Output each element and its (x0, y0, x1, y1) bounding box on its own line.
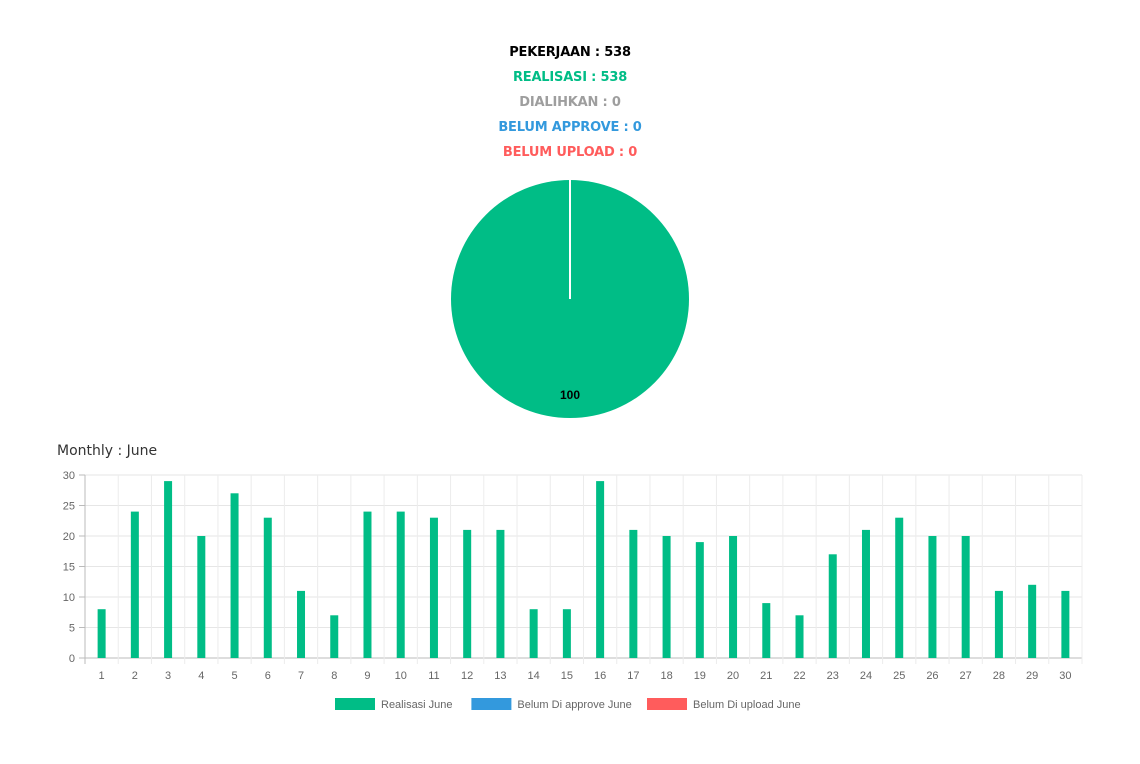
bar-realisasi[interactable] (1028, 584, 1037, 658)
y-tick-label: 15 (63, 562, 75, 574)
belum-upload-count: BELUM UPLOAD : 0 (502, 145, 638, 160)
grid-lines (79, 474, 1083, 664)
bar-realisasi[interactable] (1061, 590, 1070, 658)
x-tick-label: 15 (561, 670, 573, 682)
legend-item[interactable]: Belum Di upload June (647, 698, 801, 711)
x-tick-label: 25 (893, 670, 905, 682)
legend-item[interactable]: Belum Di approve June (471, 698, 632, 711)
bar-realisasi[interactable] (895, 517, 904, 658)
x-tick-label: 2 (132, 670, 138, 682)
legend-swatch (647, 698, 687, 710)
bar-realisasi[interactable] (596, 481, 605, 658)
bar-realisasi[interactable] (629, 529, 638, 658)
x-tick-label: 8 (331, 670, 337, 682)
bar-realisasi[interactable] (729, 536, 738, 658)
bar-realisasi[interactable] (130, 511, 139, 658)
y-tick-label: 30 (63, 470, 75, 482)
x-tick-label: 28 (993, 670, 1005, 682)
x-tick-label: 10 (395, 670, 407, 682)
bar-realisasi[interactable] (330, 615, 339, 658)
x-tick-label: 18 (660, 670, 672, 682)
bar-realisasi[interactable] (961, 536, 970, 658)
bar-realisasi[interactable] (861, 529, 870, 658)
x-tick-label: 19 (694, 670, 706, 682)
legend-item[interactable]: Realisasi June (335, 698, 453, 711)
bar-realisasi[interactable] (994, 590, 1003, 658)
bar-realisasi[interactable] (230, 493, 239, 658)
bar-realisasi[interactable] (695, 542, 704, 658)
x-tick-label: 3 (165, 670, 171, 682)
bar-realisasi[interactable] (463, 529, 472, 658)
x-tick-label: 9 (364, 670, 370, 682)
bar-realisasi[interactable] (164, 481, 173, 658)
bar-realisasi[interactable] (828, 554, 837, 658)
x-tick-label: 27 (960, 670, 972, 682)
x-tick-label: 23 (827, 670, 839, 682)
y-tick-label: 20 (63, 531, 75, 543)
bar-realisasi[interactable] (297, 590, 306, 658)
realisasi-count: REALISASI : 538 (512, 70, 628, 85)
x-tick-label: 6 (265, 670, 271, 682)
y-tick-label: 5 (69, 623, 75, 635)
x-tick-label: 11 (428, 670, 439, 682)
bar-realisasi[interactable] (97, 609, 106, 658)
legend-swatch (335, 698, 375, 710)
bar-realisasi[interactable] (662, 536, 671, 658)
x-tick-label: 4 (198, 670, 204, 682)
pie-chart[interactable]: 100 (440, 168, 700, 428)
legend-label: Belum Di upload June (693, 699, 801, 711)
bar-realisasi[interactable] (363, 511, 372, 658)
pekerjaan-count: PEKERJAAN : 538 (509, 45, 631, 60)
legend-swatch (471, 698, 512, 710)
bar-realisasi[interactable] (928, 536, 937, 658)
bar-realisasi[interactable] (762, 603, 771, 658)
x-tick-label: 13 (494, 670, 506, 682)
x-tick-label: 16 (594, 670, 606, 682)
x-tick-label: 21 (760, 670, 772, 682)
bar-realisasi[interactable] (562, 609, 571, 658)
belum-approve-count: BELUM APPROVE : 0 (498, 120, 642, 135)
x-tick-label: 17 (627, 670, 639, 682)
legend-label: Belum Di approve June (517, 699, 631, 711)
summary-panel: PEKERJAAN : 538 REALISASI : 538 DIALIHKA… (0, 40, 1140, 165)
x-tick-label: 22 (793, 670, 805, 682)
x-tick-label: 12 (461, 670, 473, 682)
x-tick-label: 20 (727, 670, 739, 682)
bar-realisasi[interactable] (429, 517, 438, 658)
y-tick-label: 0 (69, 653, 75, 665)
x-tick-label: 1 (99, 670, 105, 682)
bar-realisasi[interactable] (795, 615, 804, 658)
pie-data-label: 100 (560, 388, 580, 402)
y-tick-label: 10 (63, 592, 75, 604)
monthly-chart-title: Monthly : June (57, 443, 158, 459)
x-tick-label: 24 (860, 670, 872, 682)
bar-realisasi[interactable] (197, 536, 206, 658)
bar-realisasi[interactable] (529, 609, 538, 658)
y-tick-label: 25 (63, 501, 75, 513)
x-tick-label: 7 (298, 670, 304, 682)
bar-realisasi[interactable] (263, 517, 272, 658)
bar-realisasi[interactable] (496, 529, 505, 658)
x-tick-label: 5 (231, 670, 237, 682)
x-tick-label: 26 (926, 670, 938, 682)
x-tick-label: 30 (1059, 670, 1071, 682)
legend-label: Realisasi June (381, 699, 453, 711)
dialihkan-count: DIALIHKAN : 0 (519, 95, 621, 110)
x-tick-label: 29 (1026, 670, 1038, 682)
bar-realisasi[interactable] (396, 511, 405, 658)
x-tick-label: 14 (528, 670, 540, 682)
